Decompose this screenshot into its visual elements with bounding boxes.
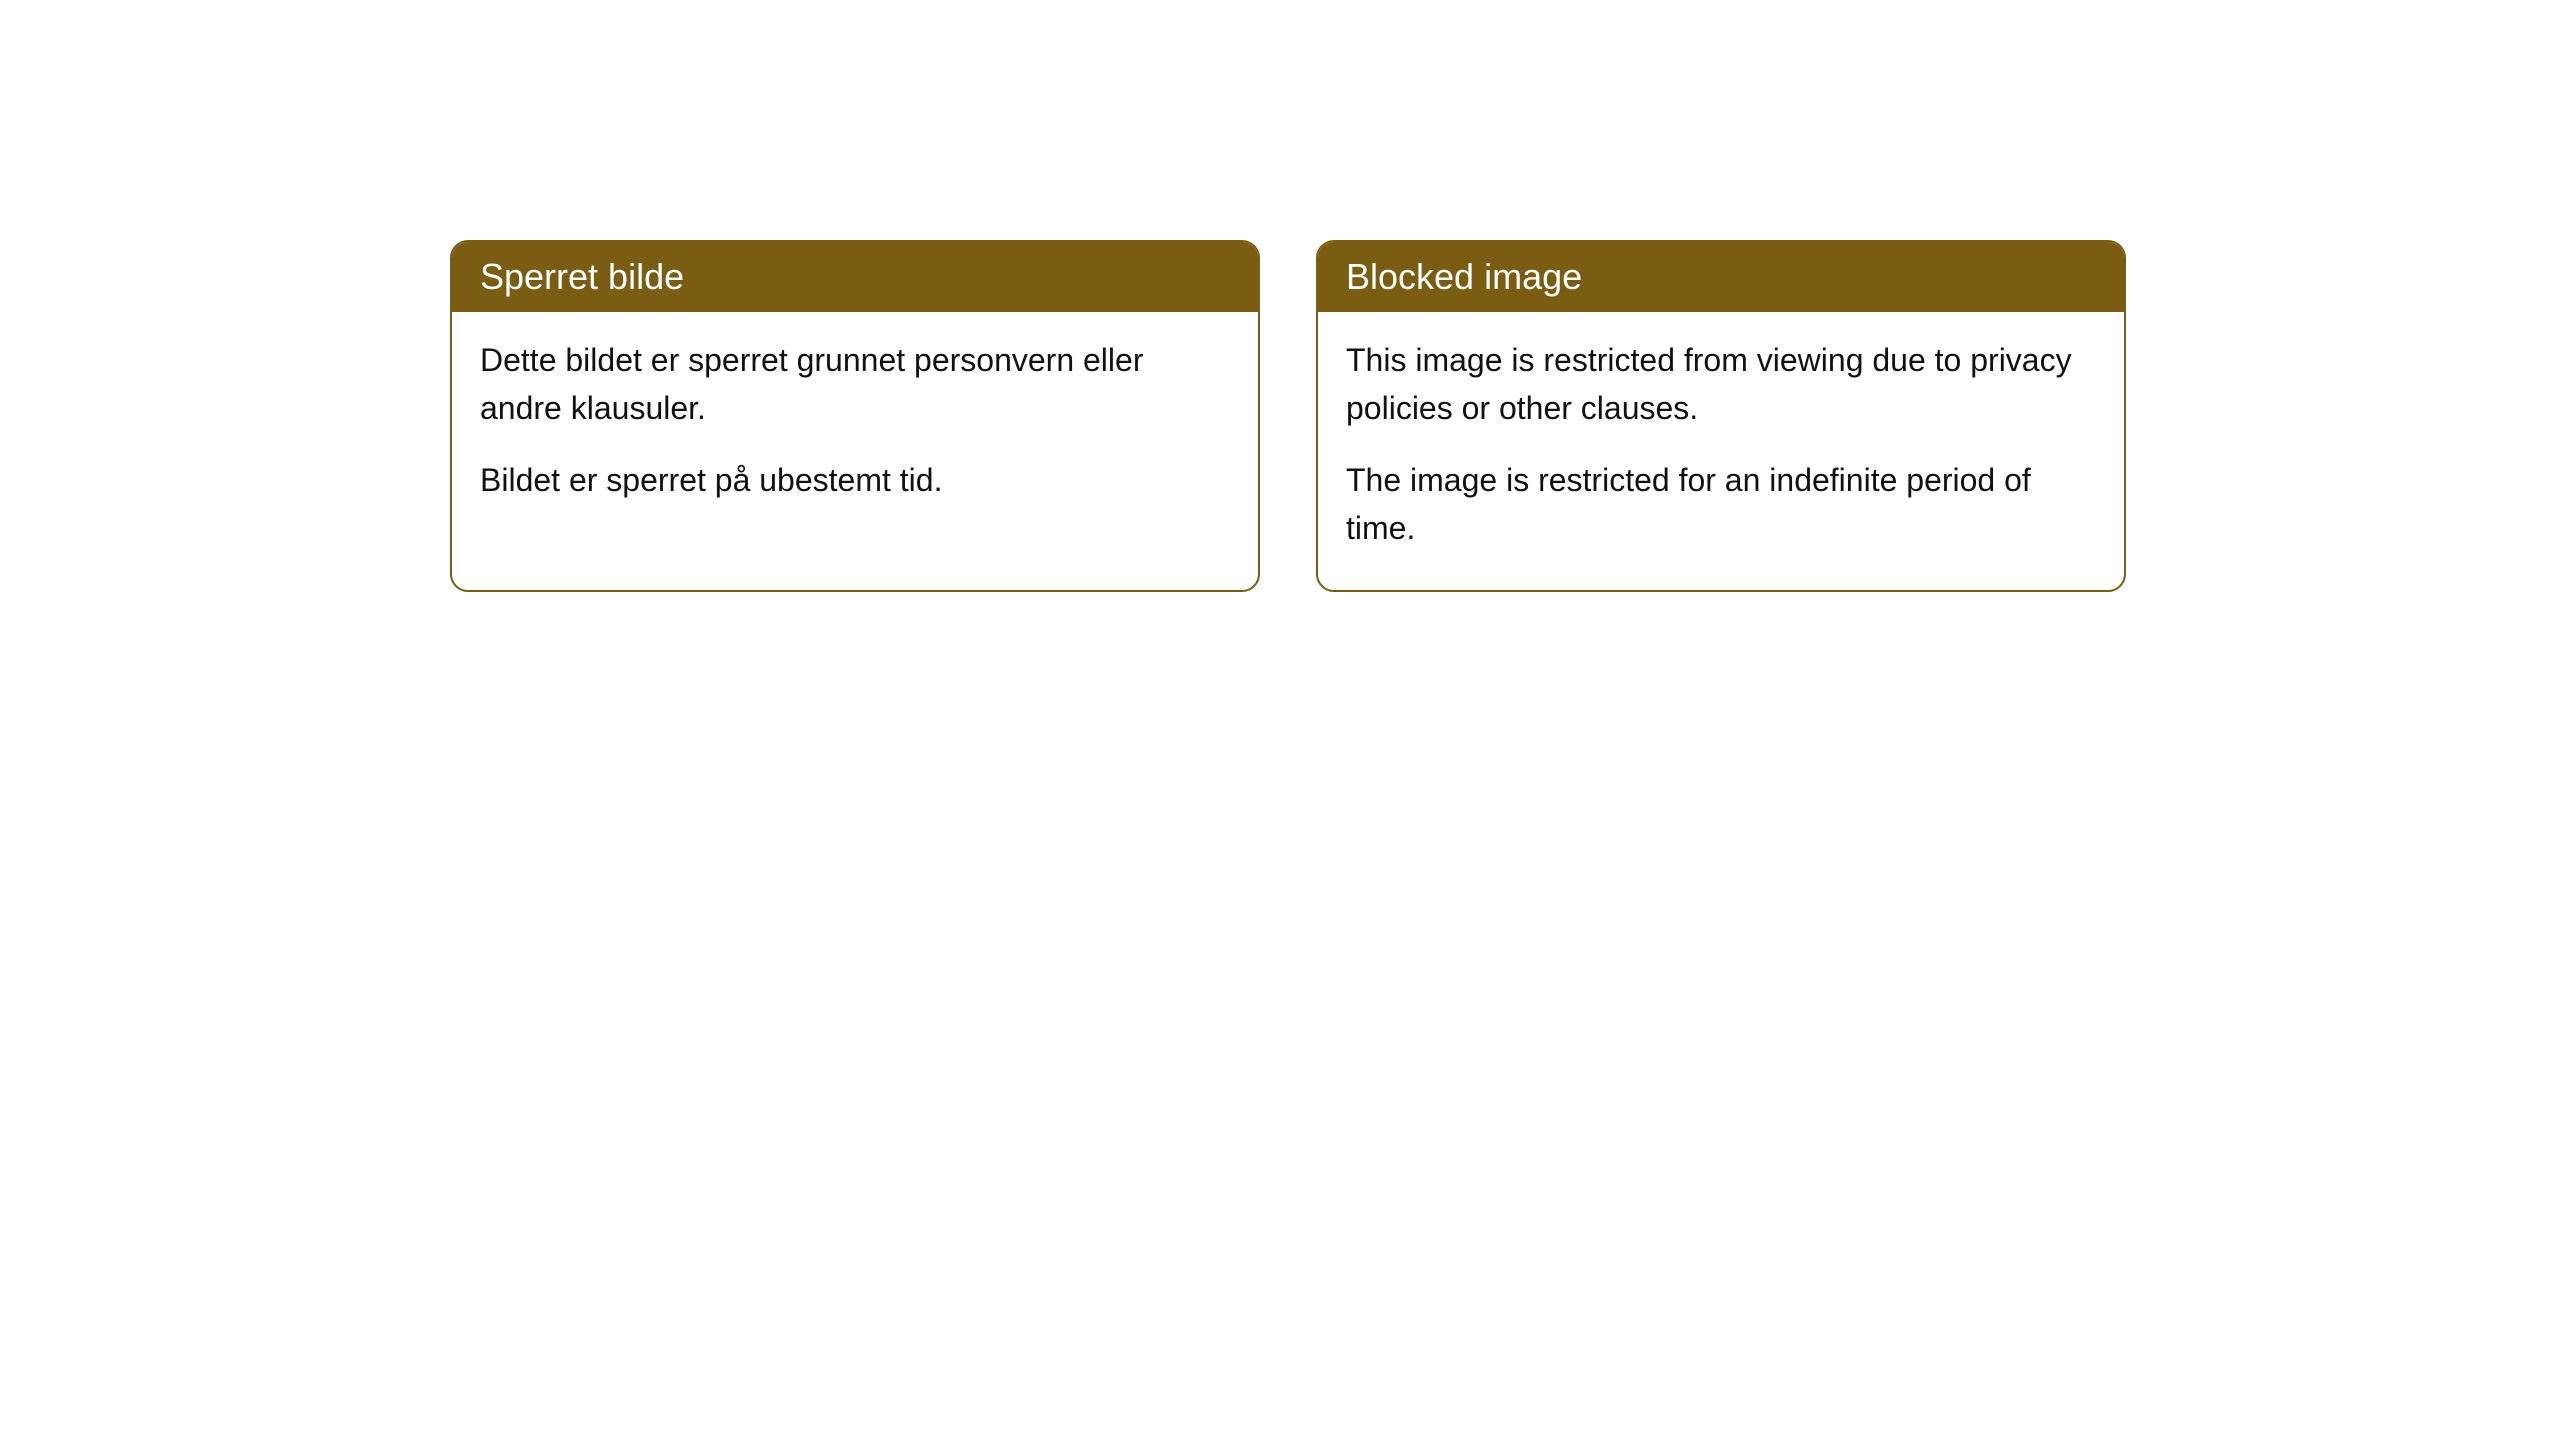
card-paragraph: The image is restricted for an indefinit… [1346, 456, 2096, 552]
card-paragraph: Dette bildet er sperret grunnet personve… [480, 336, 1230, 432]
card-title: Sperret bilde [480, 256, 684, 297]
card-body: This image is restricted from viewing du… [1318, 312, 2124, 590]
card-header: Sperret bilde [452, 242, 1258, 312]
notice-card-norwegian: Sperret bilde Dette bildet er sperret gr… [450, 240, 1260, 592]
notice-card-english: Blocked image This image is restricted f… [1316, 240, 2126, 592]
card-body: Dette bildet er sperret grunnet personve… [452, 312, 1258, 542]
card-title: Blocked image [1346, 256, 1582, 297]
card-header: Blocked image [1318, 242, 2124, 312]
notice-cards-container: Sperret bilde Dette bildet er sperret gr… [450, 240, 2126, 592]
card-paragraph: Bildet er sperret på ubestemt tid. [480, 456, 1230, 504]
card-paragraph: This image is restricted from viewing du… [1346, 336, 2096, 432]
